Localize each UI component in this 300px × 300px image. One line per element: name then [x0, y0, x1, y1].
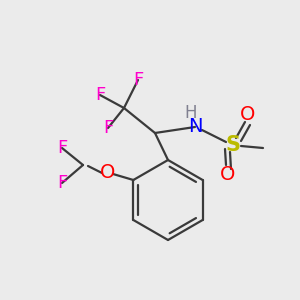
Text: N: N [188, 118, 202, 136]
Text: F: F [133, 71, 143, 89]
Text: O: O [100, 164, 116, 182]
Text: O: O [240, 106, 256, 124]
Text: F: F [57, 139, 67, 157]
Text: O: O [220, 166, 236, 184]
Text: F: F [95, 86, 105, 104]
Text: F: F [103, 119, 113, 137]
Text: F: F [57, 174, 67, 192]
Text: S: S [226, 135, 241, 155]
Text: H: H [185, 104, 197, 122]
